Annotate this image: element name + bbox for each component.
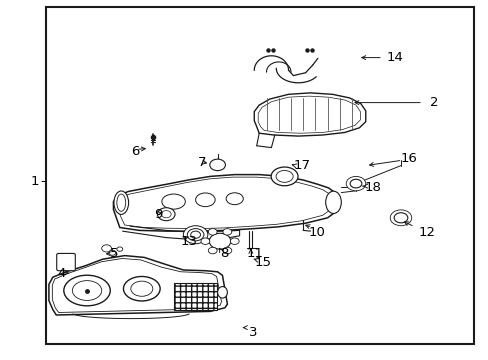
- Circle shape: [349, 179, 361, 188]
- Text: 2: 2: [429, 96, 438, 109]
- Ellipse shape: [195, 193, 215, 207]
- Polygon shape: [254, 93, 365, 136]
- Ellipse shape: [130, 281, 152, 296]
- Circle shape: [230, 238, 239, 244]
- Text: 13: 13: [181, 235, 198, 248]
- FancyBboxPatch shape: [57, 253, 75, 271]
- Text: –: –: [40, 175, 47, 188]
- Text: 18: 18: [364, 181, 381, 194]
- Circle shape: [187, 229, 203, 241]
- Polygon shape: [49, 256, 227, 315]
- Ellipse shape: [72, 281, 102, 300]
- Text: 3: 3: [249, 327, 257, 339]
- Text: 16: 16: [400, 152, 417, 165]
- Ellipse shape: [275, 171, 292, 182]
- Circle shape: [161, 211, 171, 218]
- Text: 10: 10: [307, 226, 325, 239]
- Text: 5: 5: [110, 247, 118, 260]
- Ellipse shape: [63, 275, 110, 306]
- Circle shape: [223, 247, 231, 254]
- Circle shape: [157, 208, 175, 221]
- Circle shape: [223, 229, 231, 235]
- Text: 14: 14: [386, 51, 403, 64]
- Polygon shape: [113, 175, 339, 231]
- Ellipse shape: [117, 194, 125, 211]
- Ellipse shape: [114, 191, 128, 214]
- Text: 8: 8: [220, 247, 228, 260]
- Circle shape: [208, 247, 217, 254]
- Circle shape: [209, 233, 230, 249]
- Circle shape: [102, 245, 111, 252]
- Text: 9: 9: [154, 208, 162, 221]
- Circle shape: [183, 226, 207, 244]
- Ellipse shape: [225, 193, 243, 204]
- Text: 4: 4: [58, 267, 66, 280]
- Bar: [46, 7, 473, 344]
- Circle shape: [209, 159, 225, 171]
- Text: 6: 6: [131, 145, 139, 158]
- Polygon shape: [52, 258, 221, 312]
- Circle shape: [208, 229, 217, 235]
- Polygon shape: [118, 177, 333, 229]
- Ellipse shape: [162, 194, 185, 209]
- Text: 15: 15: [254, 256, 271, 269]
- Circle shape: [109, 250, 116, 255]
- Text: 12: 12: [417, 226, 434, 239]
- Circle shape: [117, 247, 122, 251]
- Text: 17: 17: [293, 159, 310, 172]
- Ellipse shape: [325, 191, 341, 213]
- Ellipse shape: [123, 276, 160, 301]
- Ellipse shape: [217, 287, 227, 298]
- Polygon shape: [258, 96, 360, 133]
- Text: 1: 1: [30, 175, 39, 188]
- Circle shape: [190, 231, 200, 238]
- Text: 7: 7: [198, 156, 206, 169]
- Circle shape: [389, 210, 411, 226]
- Ellipse shape: [270, 167, 297, 186]
- Bar: [173, 283, 216, 310]
- Circle shape: [201, 238, 209, 244]
- Circle shape: [346, 176, 365, 191]
- Text: 11: 11: [246, 247, 264, 260]
- Circle shape: [393, 213, 407, 223]
